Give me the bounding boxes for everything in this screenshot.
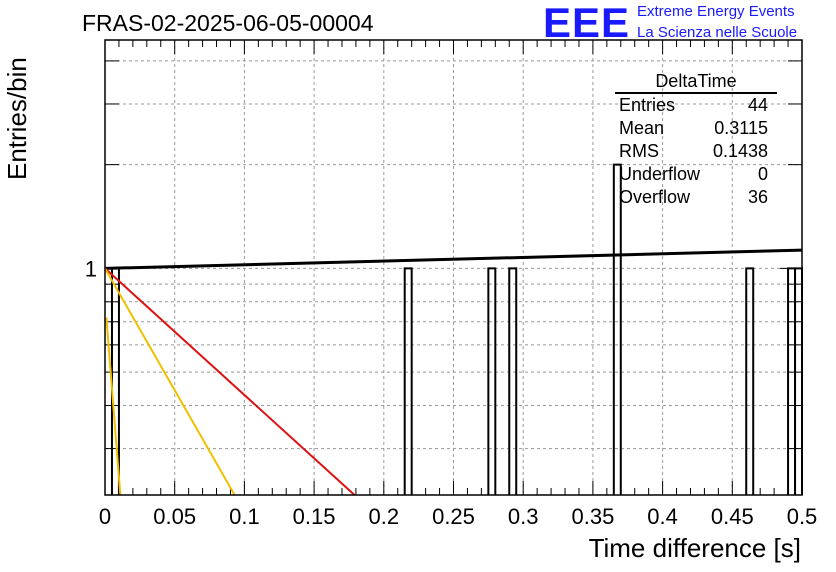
eee-logo: EEE <box>543 0 631 46</box>
stat-value: 44 <box>747 95 768 115</box>
x-tick-label: 0 <box>99 504 111 529</box>
stat-label: RMS <box>619 141 659 161</box>
stat-row-overflow: Overflow 36 <box>611 186 777 209</box>
stat-row-entries: Entries 44 <box>611 94 777 117</box>
x-tick-label: 0.05 <box>153 504 196 529</box>
x-tick-label: 0.45 <box>711 504 754 529</box>
x-tick-label: 0.4 <box>647 504 678 529</box>
stat-row-mean: Mean 0.3115 <box>611 117 777 140</box>
stat-label: Mean <box>619 118 665 138</box>
stat-row-underflow: Underflow 0 <box>611 163 777 186</box>
stats-title: DeltaTime <box>615 70 777 94</box>
stats-box: DeltaTime Entries 44 Mean 0.3115 RMS 0.1… <box>611 70 777 209</box>
x-tick-label: 0.5 <box>787 504 818 529</box>
histogram-bin <box>794 267 803 495</box>
chart-title: FRAS-02-2025-06-05-00004 <box>82 10 374 36</box>
x-tick-label: 0.25 <box>432 504 475 529</box>
x-tick-label: 0.35 <box>571 504 614 529</box>
plot-frame <box>104 39 803 496</box>
histogram-bin <box>745 267 755 495</box>
x-tick-label: 0.15 <box>293 504 336 529</box>
stat-value: 36 <box>747 187 768 207</box>
stat-row-rms: RMS 0.1438 <box>611 140 777 163</box>
x-axis-label: Time difference [s] <box>588 533 801 563</box>
fit-curve <box>104 267 236 496</box>
histogram-bin <box>508 267 518 495</box>
y-tick-label: 1 <box>85 256 97 281</box>
x-tick-label: 0.2 <box>369 504 400 529</box>
stat-label: Entries <box>619 95 676 115</box>
stat-label: Underflow <box>619 164 701 184</box>
histogram-bin <box>787 267 797 495</box>
stat-value: 0 <box>757 164 768 184</box>
fit-curve <box>104 267 356 496</box>
stat-value: 0.1438 <box>712 141 768 161</box>
x-tick-label: 0.1 <box>229 504 260 529</box>
logo-line-2: La Scienza nelle Scuole <box>637 24 798 41</box>
fit-curve <box>105 317 122 496</box>
stat-label: Overflow <box>619 187 691 207</box>
histogram-bin <box>487 267 497 495</box>
logo-line-1: Extreme Energy Events <box>637 3 795 20</box>
histogram-bin <box>612 163 622 495</box>
histogram-bin <box>403 267 413 495</box>
stat-value: 0.3115 <box>714 118 768 138</box>
fit-curve <box>104 248 803 270</box>
x-tick-label: 0.3 <box>508 504 539 529</box>
